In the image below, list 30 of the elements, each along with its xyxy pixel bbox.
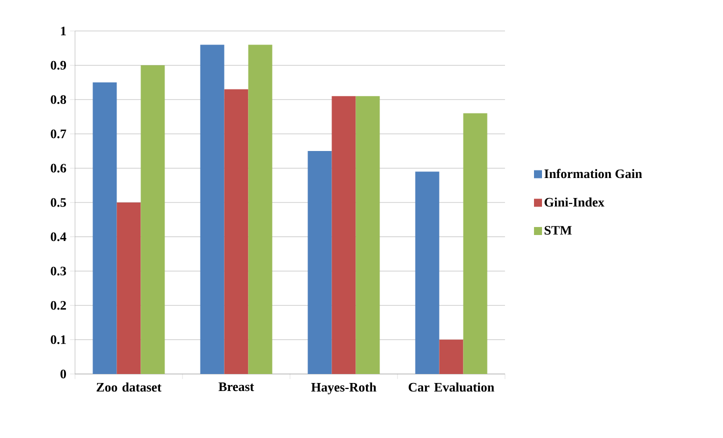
legend-label: Information Gain xyxy=(544,168,642,178)
bar xyxy=(415,172,440,374)
y-tick-label: 0 xyxy=(60,370,66,378)
bar xyxy=(248,44,272,374)
legend-label: Gini-Index xyxy=(544,198,604,207)
legend-label: STM xyxy=(544,226,572,235)
y-tick-label: 0.1 xyxy=(50,335,66,344)
y-tick-label: 0.4 xyxy=(50,232,66,242)
y-tick-label: 0.7 xyxy=(50,129,66,138)
y-tick-label: 0.3 xyxy=(50,266,66,276)
bar xyxy=(463,113,488,374)
bar xyxy=(140,65,165,374)
y-tick-label: 1 xyxy=(61,26,66,36)
bar xyxy=(116,202,141,374)
x-tick-label: Hayes-Roth xyxy=(311,382,376,394)
x-tick-label: Breast xyxy=(218,382,254,392)
bar xyxy=(356,96,380,374)
x-tick-label: Zoo dataset xyxy=(96,382,162,392)
y-tick-label: 0.2 xyxy=(50,300,66,310)
bar xyxy=(332,96,356,374)
bar xyxy=(200,44,224,374)
x-tick-label: Car Evaluation xyxy=(408,382,494,392)
y-tick-label: 0.6 xyxy=(50,164,66,173)
y-tick-label: 0.9 xyxy=(50,60,66,70)
bar xyxy=(92,82,117,374)
bar xyxy=(439,340,464,374)
y-tick-label: 0.8 xyxy=(50,95,66,104)
y-tick-label: 0.5 xyxy=(50,198,66,207)
bar xyxy=(308,151,332,374)
bar xyxy=(224,89,248,374)
